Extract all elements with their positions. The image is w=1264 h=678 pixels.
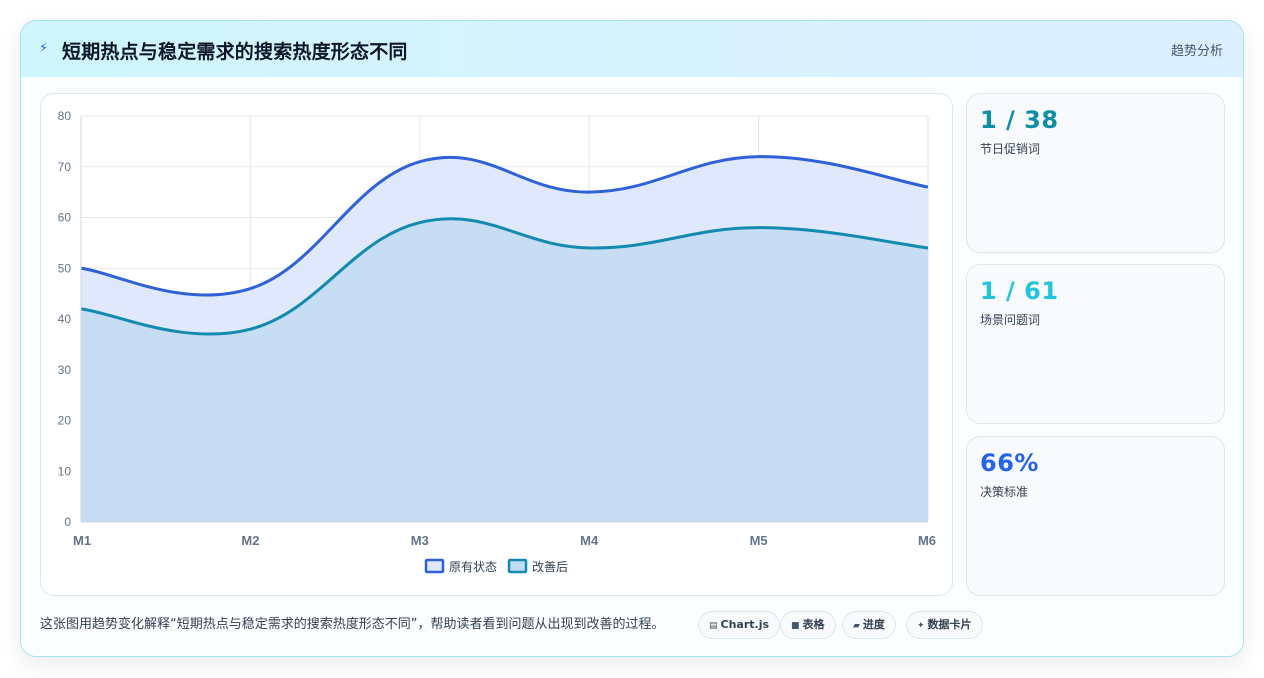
y-tick-label: 50 — [58, 261, 72, 275]
legend-swatch-0 — [424, 558, 445, 574]
table-icon: ■ — [791, 621, 800, 631]
x-tick-label: M4 — [580, 533, 599, 548]
chip-label: 进度 — [862, 618, 885, 631]
stat-label: 节日促销词 — [980, 142, 1041, 156]
page-title: 短期热点与稳定需求的搜索热度形态不同 — [62, 41, 408, 63]
x-tick-label: M1 — [73, 533, 91, 548]
chip-label: Chart.js — [720, 618, 770, 631]
chip-label: 数据卡片 — [927, 618, 972, 631]
chip-data-card[interactable]: ✦ 数据卡片 — [906, 611, 983, 639]
chip-chartjs[interactable]: ▤ Chart.js — [698, 611, 781, 639]
chip-table[interactable]: ■ 表格 — [780, 611, 836, 639]
stat-value: 66% — [980, 449, 1039, 477]
y-tick-label: 40 — [58, 312, 72, 326]
legend-label-1: 改善后 — [532, 559, 568, 574]
legend-swatch-1 — [507, 558, 528, 574]
category-tag: 趋势分析 — [1170, 44, 1223, 59]
y-tick-label: 30 — [58, 363, 72, 377]
chart-card: ⚡ 短期热点与稳定需求的搜索热度形态不同 趋势分析 0 10 20 30 40 50 60 7… — [20, 20, 1244, 657]
chart-panel: 0 10 20 30 40 50 60 70 80 M1 M2 M3 M4 M5 M6 原有状态 改善后 — [40, 93, 953, 596]
chart-icon: ▤ — [709, 621, 718, 631]
series-line-0 — [80, 155, 929, 297]
chart-description: 这张图用趋势变化解释“短期热点与稳定需求的搜索热度形态不同”，帮助读者看到问题从… — [40, 617, 665, 632]
y-tick-label: 80 — [58, 109, 72, 123]
lightning-icon: ⚡ — [39, 41, 49, 56]
y-tick-label: 0 — [64, 515, 71, 529]
y-tick-label: 70 — [58, 160, 72, 174]
y-tick-label: 20 — [58, 414, 72, 428]
stat-card-holiday: 1 / 38 节日促销词 — [966, 93, 1225, 253]
y-tick-label: 60 — [58, 211, 72, 225]
stat-value: 1 / 61 — [980, 277, 1059, 305]
area-chart: 0 10 20 30 40 50 60 70 80 M1 M2 M3 M4 M5 M6 原有状态 改善后 — [58, 109, 936, 574]
stat-card-scenario: 1 / 61 场景问题词 — [966, 264, 1225, 424]
series-area-1 — [81, 218, 928, 522]
x-tick-label: M2 — [241, 533, 259, 548]
chip-progress[interactable]: ▰ 进度 — [842, 611, 896, 639]
card-header: ⚡ 短期热点与稳定需求的搜索热度形态不同 趋势分析 — [21, 21, 1243, 77]
x-tick-label: M3 — [411, 533, 429, 548]
y-tick-label: 10 — [58, 464, 72, 478]
stat-card-decision: 66% 决策标准 — [966, 436, 1225, 596]
x-tick-label: M6 — [918, 533, 936, 548]
stat-label: 决策标准 — [980, 485, 1029, 499]
chip-label: 表格 — [802, 618, 825, 631]
legend-label-0: 原有状态 — [449, 560, 497, 574]
progress-icon: ▰ — [853, 621, 860, 631]
x-tick-label: M5 — [750, 533, 768, 548]
stat-label: 场景问题词 — [980, 313, 1041, 327]
stat-value: 1 / 38 — [980, 106, 1059, 134]
sparkle-icon: ✦ — [917, 621, 925, 631]
series-line-1 — [80, 217, 929, 336]
